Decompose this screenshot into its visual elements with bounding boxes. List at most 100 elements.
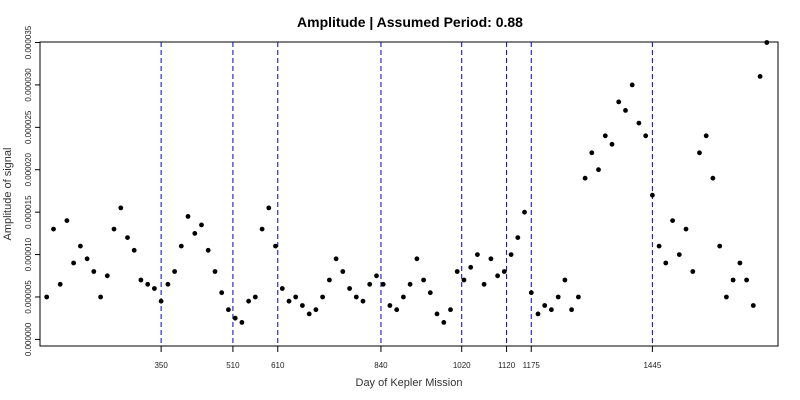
data-point xyxy=(111,226,117,232)
data-point xyxy=(461,277,467,283)
data-point xyxy=(57,281,63,287)
data-point xyxy=(549,307,554,313)
data-point xyxy=(199,222,204,228)
x-axis: 350 510 610 840 1020 1120 1175 1445 xyxy=(154,346,662,370)
data-point xyxy=(266,205,272,211)
data-point xyxy=(636,120,642,126)
data-point xyxy=(623,108,628,113)
data-point xyxy=(347,286,352,291)
data-point xyxy=(441,320,447,325)
data-point xyxy=(448,307,453,313)
data-point xyxy=(676,252,682,257)
data-points xyxy=(44,40,770,325)
data-point xyxy=(219,290,225,296)
data-point xyxy=(320,294,325,300)
data-point xyxy=(475,252,480,257)
data-point xyxy=(495,273,500,279)
y-tick-label: 0.000010 xyxy=(24,237,33,271)
x-tick-label: 610 xyxy=(271,361,285,370)
data-point xyxy=(401,294,406,300)
data-point xyxy=(407,281,413,287)
data-point xyxy=(239,320,245,325)
data-point xyxy=(730,277,736,283)
data-point xyxy=(454,269,460,274)
data-point xyxy=(488,256,494,262)
data-point xyxy=(764,40,770,45)
data-point xyxy=(333,256,339,262)
data-point xyxy=(98,294,103,300)
data-point xyxy=(562,277,568,283)
data-point xyxy=(508,252,514,257)
data-point xyxy=(427,290,433,296)
data-point xyxy=(434,311,440,317)
data-point xyxy=(279,286,285,291)
data-point xyxy=(421,277,426,283)
data-point xyxy=(757,74,763,79)
x-tick-label: 1175 xyxy=(523,361,541,370)
data-point xyxy=(286,298,292,304)
data-point xyxy=(125,235,130,241)
data-point xyxy=(589,150,595,156)
data-point xyxy=(178,243,184,249)
data-point xyxy=(643,133,649,139)
data-point xyxy=(750,303,756,308)
data-point xyxy=(522,209,527,215)
data-point xyxy=(152,286,157,291)
data-point xyxy=(71,260,76,266)
data-point xyxy=(185,214,191,219)
chart-title: Amplitude | Assumed Period: 0.88 xyxy=(297,14,523,30)
data-point xyxy=(717,243,723,249)
data-point xyxy=(528,290,534,296)
y-tick-label: 0.000015 xyxy=(24,195,33,229)
x-tick-label: 1020 xyxy=(453,361,471,370)
x-tick-label: 840 xyxy=(374,361,388,370)
data-point xyxy=(64,218,70,224)
data-point xyxy=(300,303,305,308)
data-point xyxy=(629,82,635,88)
data-point xyxy=(737,260,743,266)
y-tick-label: 0.000030 xyxy=(24,68,33,102)
y-tick-label: 0.000000 xyxy=(24,322,33,356)
data-point xyxy=(313,307,319,313)
data-point xyxy=(670,218,675,224)
data-point xyxy=(697,150,702,156)
data-point xyxy=(259,226,265,232)
data-point xyxy=(273,243,278,249)
data-point xyxy=(293,294,299,300)
data-point xyxy=(515,235,521,241)
data-point xyxy=(78,243,83,249)
x-tick-label: 350 xyxy=(154,361,168,370)
data-point xyxy=(663,260,669,266)
y-tick-label: 0.000020 xyxy=(24,153,33,187)
data-point xyxy=(468,264,474,270)
data-point xyxy=(118,205,124,211)
data-point xyxy=(555,294,561,300)
y-tick-label: 0.000005 xyxy=(24,280,33,314)
data-point xyxy=(340,269,346,274)
data-point xyxy=(232,315,238,321)
data-point xyxy=(44,294,50,300)
data-point xyxy=(690,269,696,274)
data-point xyxy=(710,175,716,181)
data-point xyxy=(91,269,97,274)
data-point xyxy=(226,307,231,313)
data-point xyxy=(131,247,137,253)
data-point xyxy=(602,133,608,139)
data-point xyxy=(145,281,151,287)
data-point xyxy=(609,141,615,147)
data-point xyxy=(380,281,386,287)
data-point xyxy=(252,294,258,300)
y-tick-label: 0.000035 xyxy=(24,25,33,59)
data-point xyxy=(327,277,332,283)
data-point xyxy=(51,226,56,232)
y-axis: 0.000000 0.000005 0.000010 0.000015 0.000020… xyxy=(24,25,40,356)
data-point xyxy=(306,311,312,317)
data-point xyxy=(481,281,487,287)
data-point xyxy=(158,298,164,304)
plot-area xyxy=(39,41,779,347)
data-point xyxy=(205,247,211,253)
data-point xyxy=(650,192,655,198)
data-point xyxy=(172,269,178,274)
data-point xyxy=(501,269,507,274)
